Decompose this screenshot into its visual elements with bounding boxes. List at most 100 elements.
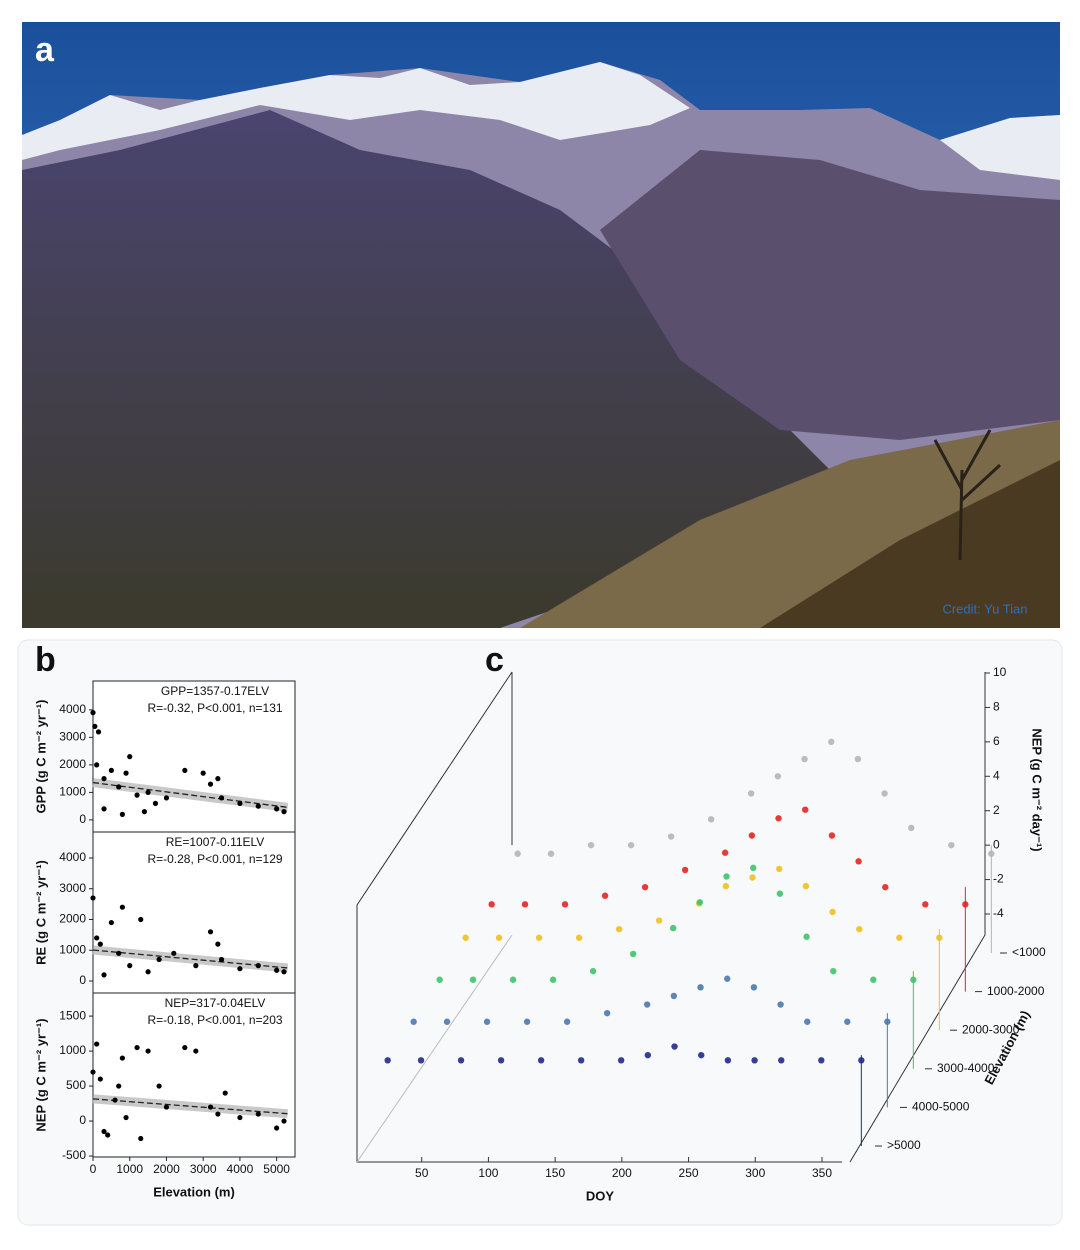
data-point xyxy=(748,832,756,839)
data-point xyxy=(469,976,477,983)
data-point xyxy=(802,806,809,813)
trend-line xyxy=(92,1098,288,1115)
x-tick-label: 4000 xyxy=(227,1162,254,1176)
data-point xyxy=(138,916,144,923)
data-point xyxy=(724,975,731,982)
y-tick-label: 2 xyxy=(993,803,1000,817)
data-point xyxy=(141,809,148,815)
data-point xyxy=(215,1111,221,1117)
data-point xyxy=(134,792,140,798)
data-point xyxy=(417,1057,425,1064)
stats: R=-0.28, P<0.001, n=129 xyxy=(147,852,282,866)
data-point xyxy=(844,1018,851,1025)
data-point xyxy=(123,1114,129,1121)
data-point xyxy=(514,850,521,857)
x-tick-label: 1000 xyxy=(116,1162,143,1176)
trend-line xyxy=(92,949,288,969)
data-point xyxy=(535,934,543,941)
data-point xyxy=(384,1057,391,1064)
y-tick-label: 0 xyxy=(79,1113,86,1127)
data-point xyxy=(856,925,863,933)
data-point xyxy=(643,1001,651,1008)
data-point xyxy=(644,1051,652,1059)
data-point xyxy=(587,841,595,849)
data-point xyxy=(681,866,689,874)
data-point xyxy=(575,934,583,941)
y-tick-label: 6 xyxy=(993,734,1000,748)
data-point xyxy=(707,816,715,823)
data-point xyxy=(182,1044,188,1051)
data-point xyxy=(274,967,280,973)
data-point xyxy=(116,784,122,790)
data-point xyxy=(90,1069,96,1075)
data-point xyxy=(670,992,678,1000)
data-point xyxy=(145,969,151,975)
y-tick-label: -2 xyxy=(993,872,1004,886)
data-point xyxy=(988,850,995,857)
snow xyxy=(22,62,690,160)
data-point xyxy=(218,956,225,963)
y-axis-label: GPP (g C m⁻² yr⁻¹) xyxy=(33,700,48,814)
data-point xyxy=(751,1057,758,1064)
y-tick-label: 1000 xyxy=(59,1043,86,1057)
data-point xyxy=(218,795,225,801)
data-point xyxy=(803,933,810,940)
data-point xyxy=(948,841,955,849)
stats: R=-0.32, P<0.001, n=131 xyxy=(147,701,282,715)
photo: Credit: Yu Tian xyxy=(22,22,1060,628)
data-point xyxy=(145,789,151,795)
tree xyxy=(933,429,1002,561)
data-point xyxy=(207,1104,214,1110)
data-point xyxy=(255,803,261,809)
data-point xyxy=(882,883,889,891)
x-tick-label: 150 xyxy=(545,1166,565,1180)
data-point xyxy=(237,966,243,972)
x-tick-label: 200 xyxy=(612,1166,632,1180)
y-axis-label: NEP (g C m⁻² yr⁻¹) xyxy=(33,1018,48,1131)
y-tick-label: 0 xyxy=(993,837,1000,851)
data-point xyxy=(215,776,221,782)
photo-credit: Credit: Yu Tian xyxy=(942,601,1027,616)
data-point xyxy=(119,811,125,817)
data-point xyxy=(870,976,877,983)
data-point xyxy=(94,1041,100,1047)
legend-label: 4000-5000 xyxy=(912,1100,970,1114)
data-point xyxy=(804,1018,811,1025)
data-point xyxy=(134,1044,140,1051)
x-axis-label: Elevation (m) xyxy=(153,1184,235,1199)
y-tick-label: 500 xyxy=(66,1078,86,1092)
data-point xyxy=(281,1118,287,1124)
x-tick-label: 350 xyxy=(812,1166,832,1180)
data-point xyxy=(577,1057,585,1064)
data-point xyxy=(829,908,836,916)
data-point xyxy=(193,963,199,969)
data-point xyxy=(443,1018,451,1025)
x-tick-label: 250 xyxy=(679,1166,699,1180)
data-point xyxy=(936,934,943,941)
panel-label: a xyxy=(35,31,55,69)
data-point xyxy=(92,723,98,729)
data-point xyxy=(521,901,529,908)
data-point xyxy=(858,1057,865,1064)
legend-label: 1000-2000 xyxy=(987,984,1045,998)
data-point xyxy=(138,1135,144,1142)
data-point xyxy=(775,815,782,822)
data-point xyxy=(828,832,836,839)
y-tick-label: 10 xyxy=(993,665,1007,679)
data-point xyxy=(721,849,729,856)
data-point xyxy=(615,925,623,933)
y-tick-label: 4 xyxy=(993,768,1000,782)
data-point xyxy=(112,1097,118,1103)
data-point xyxy=(589,967,597,975)
data-point xyxy=(549,976,557,983)
data-point xyxy=(255,1111,261,1117)
data-point xyxy=(774,773,782,780)
data-point xyxy=(641,883,649,891)
data-point xyxy=(723,873,730,880)
data-point xyxy=(828,738,835,746)
data-point xyxy=(90,895,96,901)
data-point xyxy=(119,904,125,910)
data-point xyxy=(747,790,755,797)
data-point xyxy=(116,950,122,956)
